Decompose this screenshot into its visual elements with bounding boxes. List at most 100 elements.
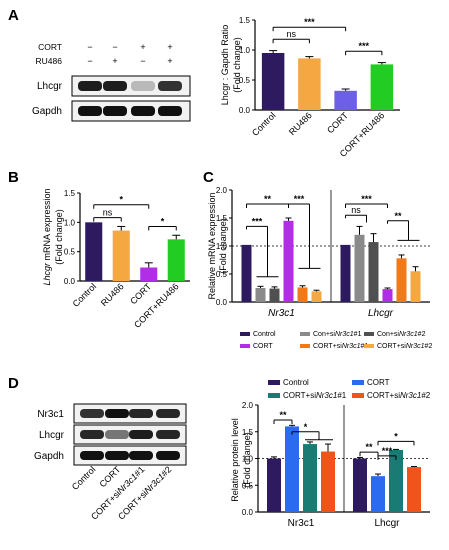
blot-d-label-1: Lhcgr [39, 430, 65, 441]
blot-d-band-2-3 [156, 451, 180, 460]
panel-letter-c: C [203, 169, 214, 186]
chart-A-bar-1 [298, 58, 321, 110]
chart-C-bar-1-4 [396, 258, 407, 302]
chart-A-sig-label-1: *** [304, 17, 315, 27]
chart-D-sig-4-label: * [394, 431, 398, 441]
chart-C-sig-5-label: ** [394, 211, 402, 221]
chart-C-legend-label-4-part-1: Nr3c1 [342, 343, 361, 350]
blot-a-band-0-0 [78, 81, 102, 91]
chart-C-legend-label-4: CORT+siNr3c1#1 [313, 343, 368, 350]
chart-C-ylabel: Relative mRNA expression [207, 192, 217, 299]
chart-A-sig-label-0: ns [286, 29, 296, 39]
blot-d-lane-0-part-0: Control [70, 464, 98, 492]
chart-D-bar-1-0 [353, 458, 367, 512]
blot-a-sign-1-2: − [140, 56, 145, 66]
chart-A-ytick-2: 1.0 [239, 46, 251, 55]
chart-D-legend-label-3-part-0: CORT+si [367, 391, 400, 400]
chart-C-legend-label-5-part-0: CORT+si [377, 343, 406, 350]
chart-A-xtick-2: CORT [325, 110, 350, 135]
chart-D-bar-1-2 [389, 449, 403, 512]
chart-D-legend-swatch-1 [352, 380, 364, 385]
chart-C-legend-label-2-part-2: #2 [418, 331, 426, 338]
chart-A-ytick-3: 1.5 [239, 16, 251, 25]
chart-C-bar-0-5 [311, 291, 322, 302]
chart-D-sig-0-label: ** [279, 410, 287, 420]
chart-C-legend-label-1-part-1: Nr3c1 [335, 331, 354, 338]
blot-a-band-0-1 [103, 81, 127, 91]
chart-C-bar-0-3 [283, 220, 294, 302]
blot-a-band-0-3 [158, 81, 182, 91]
chart-A-xtick-0: Control [250, 110, 278, 138]
blot-a-band-1-2 [131, 106, 155, 116]
blot-a-sign-1-0: − [87, 56, 92, 66]
blot-d-label-0: Nr3c1 [37, 409, 64, 420]
chart-B-sig-label-2: * [161, 216, 165, 226]
chart-C-bar-1-1 [354, 234, 365, 302]
chart-D-legend-label-0: Control [283, 378, 309, 387]
chart-D-ylabel: Relative protein level [230, 418, 240, 502]
panel-letter-b: B [8, 169, 19, 186]
chart-D-legend-label-2-part-2: #1 [337, 391, 346, 400]
blot-a-label-0: Lhcgr [37, 81, 63, 92]
chart-C-bar-1-5 [410, 271, 421, 302]
chart-C-ytick-4: 2.0 [216, 186, 228, 195]
chart-B-bar-1 [112, 230, 130, 281]
chart-C-sig-4-label: *** [361, 194, 372, 204]
chart-D-legend-swatch-2 [268, 393, 280, 398]
blot-a-sign-0-0: − [87, 42, 92, 52]
chart-C-sig-1-label: *** [252, 216, 263, 226]
chart-C-bar-0-2 [269, 288, 280, 302]
chart-B-ylabel-part-1: mRNA expression [42, 188, 52, 263]
blot-d-band-0-3 [156, 409, 180, 418]
chart-C-bar-0-0 [241, 244, 252, 302]
blot-d-lane-0: Control [70, 464, 98, 492]
chart-C-group-label-0: Nr3c1 [268, 308, 295, 319]
chart-D-legend-label-2-part-0: CORT+si [283, 391, 316, 400]
chart-C-sig-2-label: *** [294, 194, 305, 204]
chart-C-legend-swatch-1 [300, 332, 310, 336]
chart-D-bar-1-3 [407, 467, 421, 512]
blot-a-frame-0 [71, 75, 191, 97]
chart-D-legend-label-1: CORT [367, 378, 390, 387]
chart-B-sig-label-1: * [119, 195, 123, 205]
blot-a-sign-1-1: + [112, 56, 117, 66]
chart-D-legend-swatch-0 [268, 380, 280, 385]
chart-D-ytick-3: 1.5 [242, 428, 254, 437]
panel-letter-a: A [8, 7, 19, 24]
chart-C-bar-1-0 [340, 244, 351, 302]
chart-C-legend-label-1-part-0: Con+si [313, 331, 335, 338]
blot-d-band-0-2 [129, 409, 153, 418]
chart-C-legend-label-2-part-1: Nr3c1 [399, 331, 418, 338]
chart-C-legend-label-3-part-0: CORT [253, 343, 273, 350]
chart-C-ytick-3: 1.5 [216, 214, 228, 223]
chart-B-xtick-1: RU486 [99, 281, 126, 308]
chart-C-legend-label-0: Control [253, 331, 276, 338]
chart-D-bar-0-3 [321, 451, 335, 512]
chart-D-group-label-1: Lhcgr [374, 518, 400, 529]
chart-A-xtick-1: RU486 [287, 110, 314, 137]
chart-D-legend-label-3: CORT+siNr3c1#2 [367, 391, 431, 400]
chart-C-legend-swatch-2 [364, 332, 374, 336]
chart-C-legend-swatch-4 [300, 344, 310, 348]
blot-a-band-0-2 [131, 81, 155, 91]
panel-letter-d: D [8, 375, 19, 392]
chart-B-bar-0 [85, 222, 103, 281]
blot-a-sign-1-3: + [167, 56, 172, 66]
blot-d-band-2-1 [105, 451, 129, 460]
chart-B-ytick-2: 1.0 [64, 218, 76, 227]
blot-d-label-2: Gapdh [34, 451, 64, 462]
chart-C-legend-label-3: CORT [253, 343, 273, 350]
chart-D-ytick-2: 1.0 [242, 455, 254, 464]
chart-A-ylabel: Lhcgr : Gapdh Ratio [220, 25, 230, 106]
blot-a-label-1: Gapdh [32, 106, 62, 117]
chart-A-ytick-1: 0.5 [239, 76, 251, 85]
chart-B-ylabel-unit: (Fold change) [54, 209, 64, 265]
chart-C-legend-label-5: CORT+siNr3c1#2 [377, 343, 432, 350]
chart-C-sig-0-label: ** [264, 194, 272, 204]
chart-B-ytick-3: 1.5 [64, 189, 76, 198]
chart-D-legend-swatch-3 [352, 393, 364, 398]
chart-D-legend-label-3-part-1: Nr3c1 [400, 391, 421, 400]
chart-C-bar-0-4 [297, 287, 308, 302]
chart-D-sig-1-label: * [304, 422, 308, 432]
